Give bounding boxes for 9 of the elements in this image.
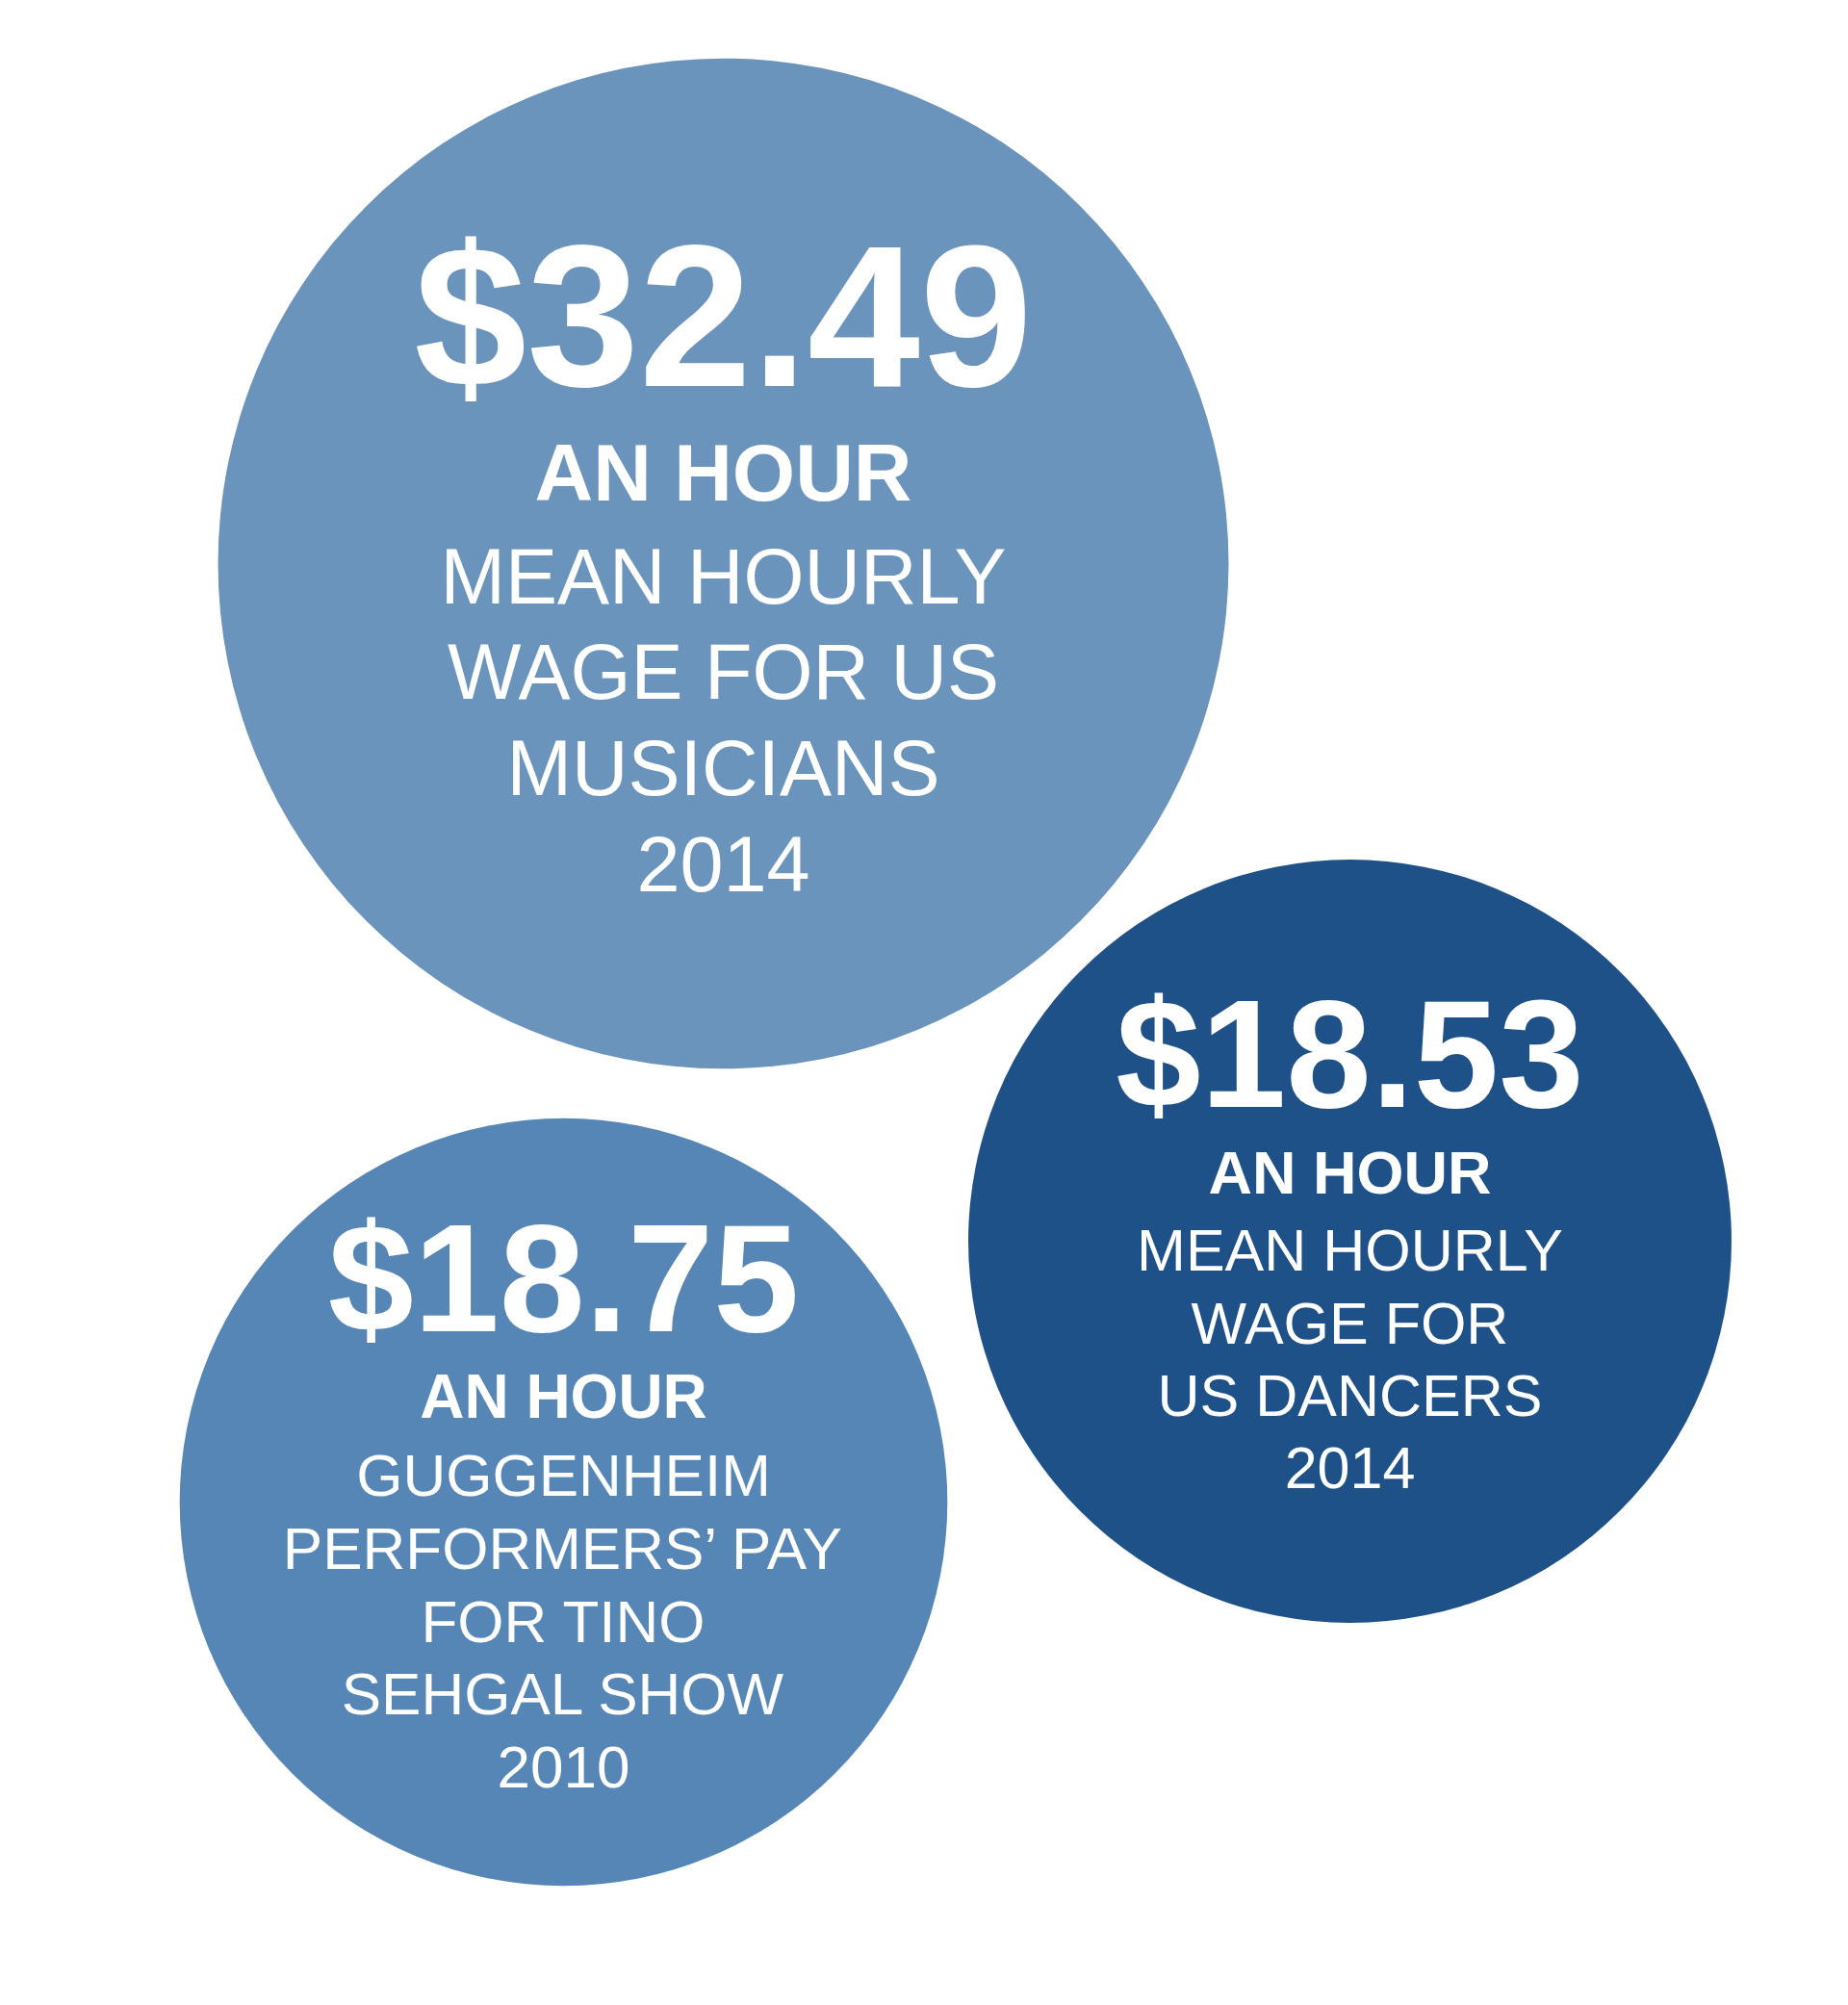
data-label: $18.53: [1116, 968, 1584, 1141]
data-label: $18.75: [327, 1191, 800, 1364]
category-label: MEAN HOURLY WAGE FOR US DANCERS 2014: [1137, 1218, 1563, 1502]
text: AN HOUR: [1208, 1139, 1492, 1207]
data-label: $32.49: [414, 202, 1033, 429]
text: AN HOUR: [420, 1361, 707, 1431]
category-label: GUGGENHEIM PERFORMERS’ PAY FOR TINO SEHGAL SHOW 2010: [282, 1442, 842, 1800]
category-label: MEAN HOURLY WAGE FOR US MUSICIANS 2014: [440, 532, 1007, 909]
text: AN HOUR: [534, 427, 912, 518]
